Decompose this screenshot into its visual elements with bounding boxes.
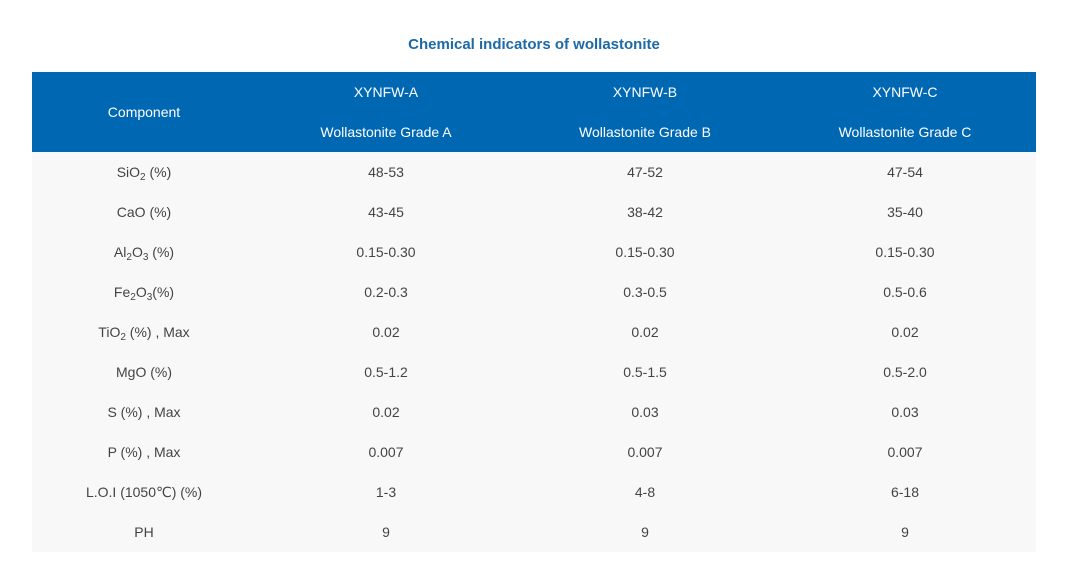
value-cell: 0.5-1.5 [516,352,774,392]
value-cell: 0.03 [774,392,1036,432]
table-header: Component XYNFW-A XYNFW-B XYNFW-C Wollas… [32,72,1036,152]
value-cell: 0.02 [516,312,774,352]
table-row: MgO (%) 0.5-1.2 0.5-1.5 0.5-2.0 [32,352,1036,392]
header-grade-name: Wollastonite Grade B [516,112,774,152]
component-cell: SiO2 (%) [32,152,256,192]
header-row-codes: Component XYNFW-A XYNFW-B XYNFW-C [32,72,1036,152]
component-cell: CaO (%) [32,192,256,232]
value-cell: 0.15-0.30 [516,232,774,272]
indicators-table-container: Component XYNFW-A XYNFW-B XYNFW-C Wollas… [32,72,1036,552]
table-body: SiO2 (%) 48-53 47-52 47-54 CaO (%) 43-45… [32,152,1036,552]
value-cell: 0.15-0.30 [774,232,1036,272]
value-cell: 0.03 [516,392,774,432]
component-cell: Fe2O3(%) [32,272,256,312]
value-cell: 9 [256,512,516,552]
value-cell: 38-42 [516,192,774,232]
value-cell: 0.5-0.6 [774,272,1036,312]
header-component: Component [32,72,256,152]
value-cell: 0.5-2.0 [774,352,1036,392]
table-row: TiO2 (%) , Max 0.02 0.02 0.02 [32,312,1036,352]
value-cell: 0.3-0.5 [516,272,774,312]
value-cell: 0.007 [516,432,774,472]
value-cell: 0.02 [256,312,516,352]
component-cell: S (%) , Max [32,392,256,432]
table-row: CaO (%) 43-45 38-42 35-40 [32,192,1036,232]
value-cell: 0.02 [256,392,516,432]
header-row-names: Wollastonite Grade A Wollastonite Grade … [32,112,1036,152]
header-grade-name: Wollastonite Grade C [774,112,1036,152]
table-title: Chemical indicators of wollastonite [408,36,660,53]
chemical-indicators-table: Component XYNFW-A XYNFW-B XYNFW-C Wollas… [32,72,1036,552]
table-row: Fe2O3(%) 0.2-0.3 0.3-0.5 0.5-0.6 [32,272,1036,312]
header-grade-code: XYNFW-B [516,72,774,112]
value-cell: 6-18 [774,472,1036,512]
component-cell: PH [32,512,256,552]
value-cell: 47-52 [516,152,774,192]
value-cell: 1-3 [256,472,516,512]
value-cell: 4-8 [516,472,774,512]
table-row: PH 9 9 9 [32,512,1036,552]
value-cell: 0.15-0.30 [256,232,516,272]
table-row: Al2O3 (%) 0.15-0.30 0.15-0.30 0.15-0.30 [32,232,1036,272]
value-cell: 43-45 [256,192,516,232]
component-cell: TiO2 (%) , Max [32,312,256,352]
value-cell: 35-40 [774,192,1036,232]
component-cell: MgO (%) [32,352,256,392]
header-grade-code: XYNFW-C [774,72,1036,112]
value-cell: 0.007 [256,432,516,472]
component-cell: L.O.I (1050℃) (%) [32,472,256,512]
value-cell: 9 [516,512,774,552]
table-row: S (%) , Max 0.02 0.03 0.03 [32,392,1036,432]
table-row: SiO2 (%) 48-53 47-52 47-54 [32,152,1036,192]
value-cell: 0.2-0.3 [256,272,516,312]
value-cell: 48-53 [256,152,516,192]
table-row: P (%) , Max 0.007 0.007 0.007 [32,432,1036,472]
header-grade-code: XYNFW-A [256,72,516,112]
component-cell: P (%) , Max [32,432,256,472]
value-cell: 0.5-1.2 [256,352,516,392]
value-cell: 9 [774,512,1036,552]
header-grade-name: Wollastonite Grade A [256,112,516,152]
table-row: L.O.I (1050℃) (%) 1-3 4-8 6-18 [32,472,1036,512]
component-cell: Al2O3 (%) [32,232,256,272]
value-cell: 0.02 [774,312,1036,352]
value-cell: 0.007 [774,432,1036,472]
value-cell: 47-54 [774,152,1036,192]
